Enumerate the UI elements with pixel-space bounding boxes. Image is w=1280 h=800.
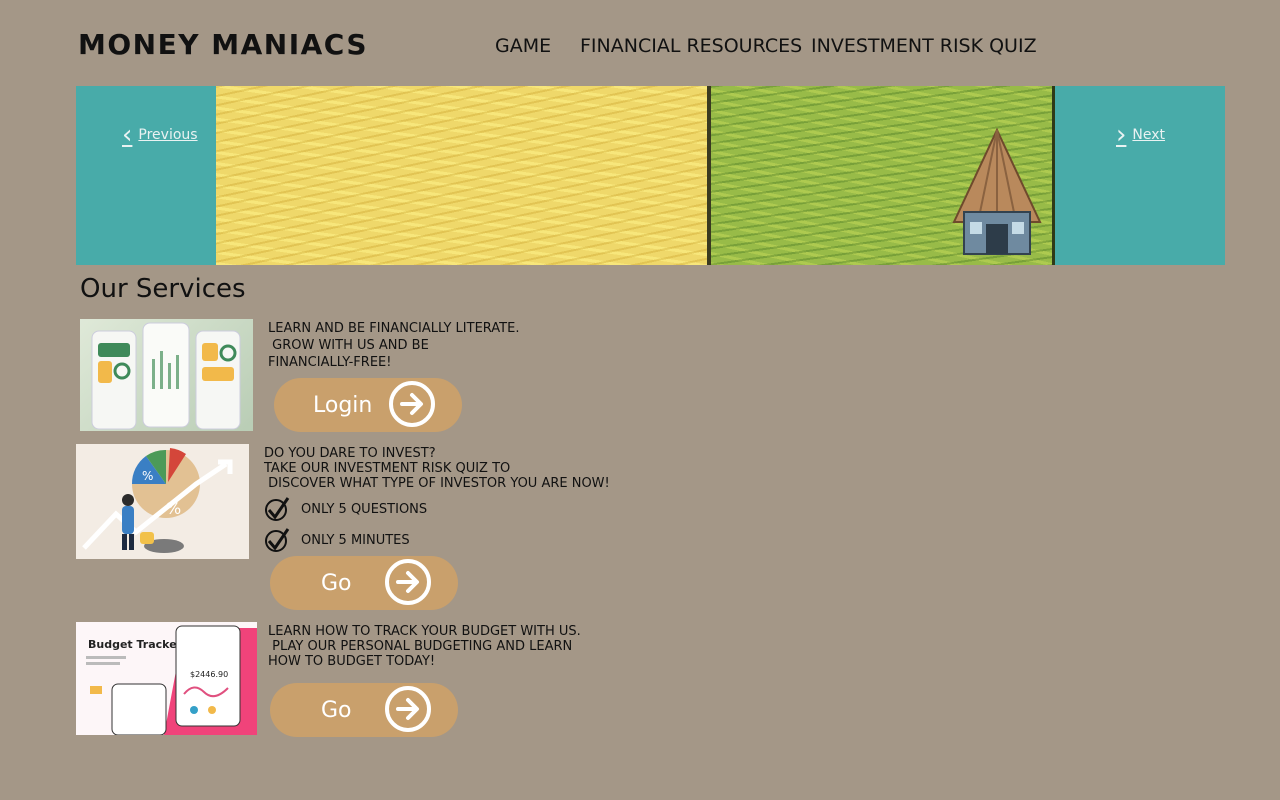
chevron-right-icon: › — [1116, 120, 1127, 150]
chevron-left-icon: ‹ — [122, 120, 133, 150]
hero-carousel: ‹ Previous › Next — [76, 86, 1225, 265]
login-button-label: Login — [313, 392, 373, 418]
go-button-label: Go — [321, 697, 352, 723]
arrow-right-circle-icon — [389, 381, 435, 427]
tile-edge — [1052, 86, 1055, 265]
quiz-go-button[interactable]: Go — [270, 556, 458, 610]
carousel-previous-button[interactable]: ‹ Previous — [122, 122, 198, 148]
nav-investment-risk-quiz[interactable]: INVESTMENT RISK QUIZ — [811, 35, 1037, 57]
previous-label: Previous — [138, 127, 198, 143]
tile-seam — [707, 86, 711, 265]
sand-tiles — [216, 86, 710, 265]
checkmark-circle-icon — [265, 497, 290, 521]
carousel-next-button[interactable]: › Next — [1116, 122, 1165, 148]
budget-go-button[interactable]: Go — [270, 683, 458, 737]
arrow-right-circle-icon — [385, 559, 431, 605]
arrow-right-circle-icon — [385, 686, 431, 732]
budget-tracker-image: Budget Tracker $2446.90 — [76, 622, 257, 735]
service-description: DO YOU DARE TO INVEST? TAKE OUR INVESTME… — [264, 446, 610, 491]
checkmark-circle-icon — [265, 528, 290, 552]
thumb-title-line1: Budget Tracker — [88, 638, 183, 651]
nav-financial-resources[interactable]: FINANCIAL RESOURCES — [580, 35, 803, 57]
go-button-label: Go — [321, 570, 352, 596]
app-mockup-image — [80, 319, 253, 431]
thumb-amount: $2446.90 — [190, 670, 228, 679]
check-item-label: ONLY 5 QUESTIONS — [301, 502, 428, 517]
investment-illustration-image: % % — [76, 444, 249, 559]
login-button[interactable]: Login — [274, 378, 462, 432]
site-logo[interactable]: MONEY MANIACS — [78, 28, 369, 61]
next-label: Next — [1132, 127, 1166, 143]
nav-game[interactable]: GAME — [495, 35, 552, 57]
services-heading: Our Services — [80, 274, 246, 304]
grass-tiles — [710, 86, 1054, 265]
svg-text:%: % — [142, 469, 153, 483]
hut-image — [952, 127, 1042, 255]
check-item-label: ONLY 5 MINUTES — [301, 533, 410, 548]
service-description: LEARN HOW TO TRACK YOUR BUDGET WITH US. … — [268, 624, 581, 669]
service-description: LEARN AND BE FINANCIALLY LITERATE. GROW … — [268, 321, 520, 370]
